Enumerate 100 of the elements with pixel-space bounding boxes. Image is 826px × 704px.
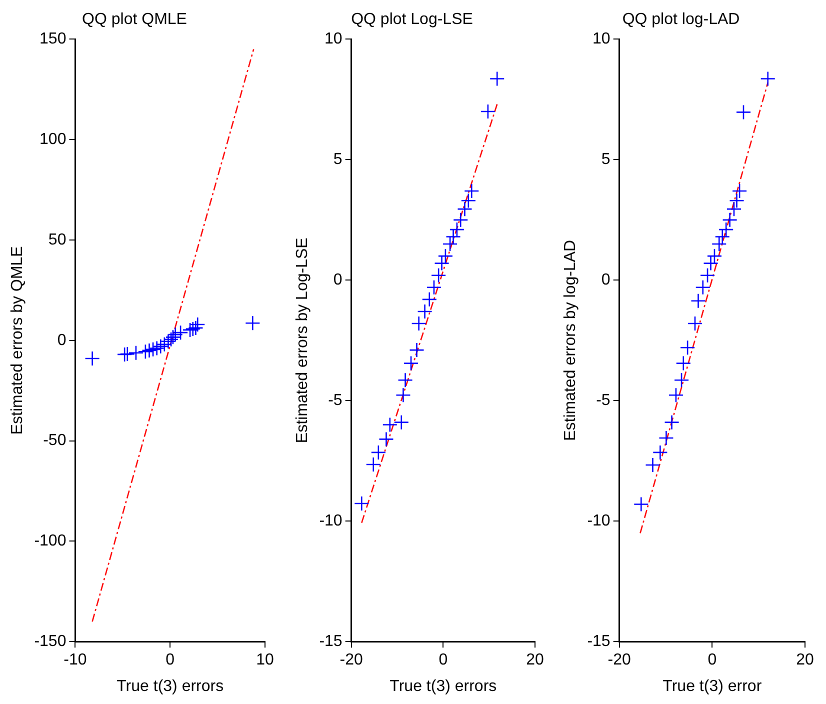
point xyxy=(403,356,419,371)
point xyxy=(452,212,468,228)
point xyxy=(687,316,703,332)
y-tick-label: -10 xyxy=(587,512,610,530)
y-tick-label: 5 xyxy=(333,151,342,168)
y-tick-label: 150 xyxy=(40,30,66,48)
y-tick-label: 0 xyxy=(57,332,66,349)
point xyxy=(729,192,744,208)
point xyxy=(668,387,684,403)
y-tick-label: -150 xyxy=(34,633,66,650)
point xyxy=(700,268,716,283)
point xyxy=(152,338,168,354)
point xyxy=(398,372,413,388)
y-tick-label: 0 xyxy=(601,272,610,289)
point xyxy=(84,350,100,366)
point xyxy=(464,183,480,199)
point xyxy=(182,322,198,338)
x-tick-label: 0 xyxy=(708,652,717,669)
y-tick-label: -15 xyxy=(319,633,342,650)
y-tick-label: 5 xyxy=(601,151,610,168)
point xyxy=(695,280,711,296)
point xyxy=(370,444,386,460)
point xyxy=(732,183,748,199)
point xyxy=(172,324,188,340)
y-axis-title: Estimated errors by QMLE xyxy=(9,246,26,435)
x-tick-label: 20 xyxy=(526,652,544,669)
point xyxy=(409,342,424,358)
point xyxy=(160,334,176,350)
y-tick-label: 50 xyxy=(48,231,66,248)
point xyxy=(426,280,442,296)
y-tick-label: -5 xyxy=(596,392,610,410)
chart-title: QQ plot QMLE xyxy=(82,11,187,28)
point xyxy=(703,256,718,271)
point xyxy=(430,268,446,283)
point xyxy=(185,321,201,337)
y-tick-label: -5 xyxy=(328,392,342,410)
point xyxy=(149,340,164,356)
x-tick-label: 0 xyxy=(438,652,448,669)
point xyxy=(480,104,496,120)
point xyxy=(434,256,450,271)
point xyxy=(116,346,132,362)
point xyxy=(706,248,722,264)
point xyxy=(690,293,706,309)
point xyxy=(245,315,260,331)
point xyxy=(633,496,649,512)
point xyxy=(489,71,505,86)
point xyxy=(718,222,734,238)
y-tick-label: -100 xyxy=(34,532,66,550)
point xyxy=(449,222,465,238)
point xyxy=(676,356,692,371)
point xyxy=(120,346,136,362)
point xyxy=(736,104,752,120)
point xyxy=(446,229,461,244)
point xyxy=(168,326,183,342)
point xyxy=(438,248,454,264)
point xyxy=(442,236,458,252)
point xyxy=(142,342,157,358)
y-tick-label: -15 xyxy=(587,633,610,650)
point xyxy=(411,316,426,332)
point xyxy=(128,345,144,360)
point xyxy=(417,304,432,320)
y-tick-label: 0 xyxy=(333,272,342,289)
point xyxy=(382,417,398,432)
point xyxy=(664,414,680,430)
y-tick-label: 10 xyxy=(324,30,342,48)
point xyxy=(674,372,690,388)
point xyxy=(138,344,154,360)
x-tick-label: 10 xyxy=(256,652,274,669)
x-axis-title: True t(3) errors xyxy=(390,678,497,695)
point xyxy=(422,292,438,308)
chart-title: QQ plot Log-LSE xyxy=(351,11,473,28)
point xyxy=(396,387,411,403)
point xyxy=(652,444,668,460)
x-tick-label: -20 xyxy=(608,652,631,669)
point xyxy=(354,496,370,512)
y-axis-title: Estimated errors by log-LAD xyxy=(562,240,580,441)
point xyxy=(145,342,161,358)
point xyxy=(190,316,206,332)
point xyxy=(645,457,660,473)
x-axis-title: True t(3) error xyxy=(662,678,762,695)
point xyxy=(711,236,727,252)
point xyxy=(726,201,742,217)
point xyxy=(722,212,738,228)
x-tick-label: 0 xyxy=(166,652,175,669)
chart-title: QQ plot log-LAD xyxy=(622,11,740,28)
y-tick-label: -10 xyxy=(319,512,342,530)
y-tick-label: -50 xyxy=(43,432,66,450)
point xyxy=(366,456,382,472)
x-tick-label: -20 xyxy=(340,652,363,669)
point xyxy=(394,414,410,430)
point xyxy=(714,229,730,244)
y-axis-title: Estimated errors by Log-LSE xyxy=(294,238,312,444)
point xyxy=(460,192,476,208)
y-tick-label: 100 xyxy=(40,131,66,148)
point xyxy=(457,201,472,217)
x-tick-label: -10 xyxy=(64,652,87,669)
point xyxy=(760,71,776,86)
point xyxy=(378,432,394,447)
x-tick-label: 20 xyxy=(796,652,814,669)
point xyxy=(156,336,172,352)
